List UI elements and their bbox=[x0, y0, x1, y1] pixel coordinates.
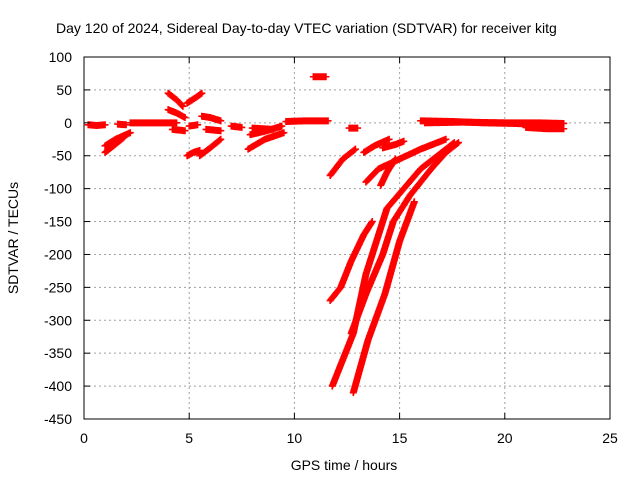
y-tick-label: -150 bbox=[44, 214, 72, 230]
axis-ticks bbox=[83, 56, 611, 420]
series-markers bbox=[227, 122, 246, 131]
gridlines bbox=[84, 57, 610, 419]
series-arc-31 bbox=[383, 139, 458, 212]
series-markers bbox=[126, 119, 181, 127]
series-markers bbox=[244, 129, 288, 153]
y-tick-label: -200 bbox=[44, 246, 72, 262]
series-arc-07 bbox=[164, 106, 189, 122]
x-tick-label: 10 bbox=[287, 430, 303, 446]
series-markers bbox=[326, 218, 376, 305]
series-markers bbox=[360, 135, 393, 156]
series-markers bbox=[202, 125, 225, 135]
series-arc-05 bbox=[126, 119, 181, 127]
series-arc-08 bbox=[168, 125, 189, 135]
series-arc-13 bbox=[198, 112, 225, 125]
series-markers bbox=[183, 146, 204, 160]
x-tick-label: 5 bbox=[185, 430, 193, 446]
y-tick-label: -450 bbox=[44, 411, 72, 427]
y-tick-label: 100 bbox=[49, 49, 73, 65]
y-tick-label: -350 bbox=[44, 345, 72, 361]
y-tick-labels: 100 50 0 -50 -100 -150 -200 -250 -300 -350 -400 -45… bbox=[44, 49, 72, 427]
series-arc-04 bbox=[114, 120, 130, 129]
y-tick-label: -250 bbox=[44, 279, 72, 295]
series-arc-22 bbox=[326, 218, 376, 305]
series-arc-19 bbox=[282, 117, 332, 126]
series-arc-01 bbox=[84, 121, 109, 129]
series-markers bbox=[198, 112, 225, 125]
series-markers bbox=[282, 117, 332, 126]
x-tick-labels: 0 5 10 15 20 25 bbox=[80, 430, 618, 446]
x-tick-label: 0 bbox=[80, 430, 88, 446]
series-arc-09 bbox=[183, 89, 206, 107]
series-arc-18 bbox=[248, 124, 277, 133]
series-markers bbox=[326, 145, 359, 179]
series-arc-29 bbox=[377, 155, 399, 189]
x-tick-label: 20 bbox=[497, 430, 513, 446]
y-tick-label: -50 bbox=[52, 148, 72, 164]
y-tick-label: 0 bbox=[64, 115, 72, 131]
y-tick-label: -100 bbox=[44, 181, 72, 197]
series-arc-20 bbox=[309, 73, 330, 81]
series-arc-11 bbox=[185, 121, 202, 130]
series-arc-25 bbox=[347, 139, 463, 337]
y-tick-label: -300 bbox=[44, 312, 72, 328]
series-markers bbox=[421, 118, 568, 127]
series-arc-15 bbox=[227, 122, 246, 131]
series-arc-14 bbox=[202, 125, 225, 135]
y-tick-label: -400 bbox=[44, 378, 72, 394]
series-markers bbox=[347, 139, 463, 337]
series-markers bbox=[379, 137, 408, 152]
series-arc-16 bbox=[244, 129, 288, 153]
series-arc-26 bbox=[349, 198, 418, 397]
series-markers bbox=[101, 129, 134, 150]
series-arc-21 bbox=[326, 145, 359, 179]
series-markers bbox=[168, 125, 189, 135]
series-arc-30 bbox=[379, 137, 408, 152]
series-markers bbox=[345, 124, 362, 132]
data-markers bbox=[84, 73, 568, 397]
series-arc-24 bbox=[345, 124, 362, 132]
y-tick-label: 50 bbox=[56, 82, 72, 98]
series-markers bbox=[377, 155, 399, 189]
series-markers bbox=[183, 89, 206, 107]
plot-frame bbox=[83, 56, 611, 420]
series-markers bbox=[84, 121, 109, 129]
y-axis-label: SDTVAR / TECUs bbox=[5, 182, 21, 294]
series-markers bbox=[185, 121, 202, 130]
series-markers bbox=[349, 198, 418, 397]
series-arc-34 bbox=[522, 123, 568, 133]
series-arc-12 bbox=[196, 135, 225, 160]
chart-title: Day 120 of 2024, Sidereal Day-to-day VTE… bbox=[56, 20, 557, 36]
series-arc-33 bbox=[421, 118, 568, 127]
x-tick-label: 25 bbox=[602, 430, 618, 446]
series-markers bbox=[309, 73, 330, 81]
series-arc-10 bbox=[183, 146, 204, 160]
series-markers bbox=[248, 124, 277, 133]
series-markers bbox=[196, 135, 225, 160]
x-tick-label: 15 bbox=[392, 430, 408, 446]
series-arc-27 bbox=[360, 135, 393, 156]
series-arc-03 bbox=[101, 129, 134, 150]
x-axis-label: GPS time / hours bbox=[291, 457, 398, 473]
series-markers bbox=[114, 120, 130, 129]
series-markers bbox=[383, 139, 458, 212]
series-markers bbox=[522, 123, 568, 133]
series-markers bbox=[164, 106, 189, 122]
series-markers bbox=[164, 89, 187, 110]
series-arc-06 bbox=[164, 89, 187, 110]
